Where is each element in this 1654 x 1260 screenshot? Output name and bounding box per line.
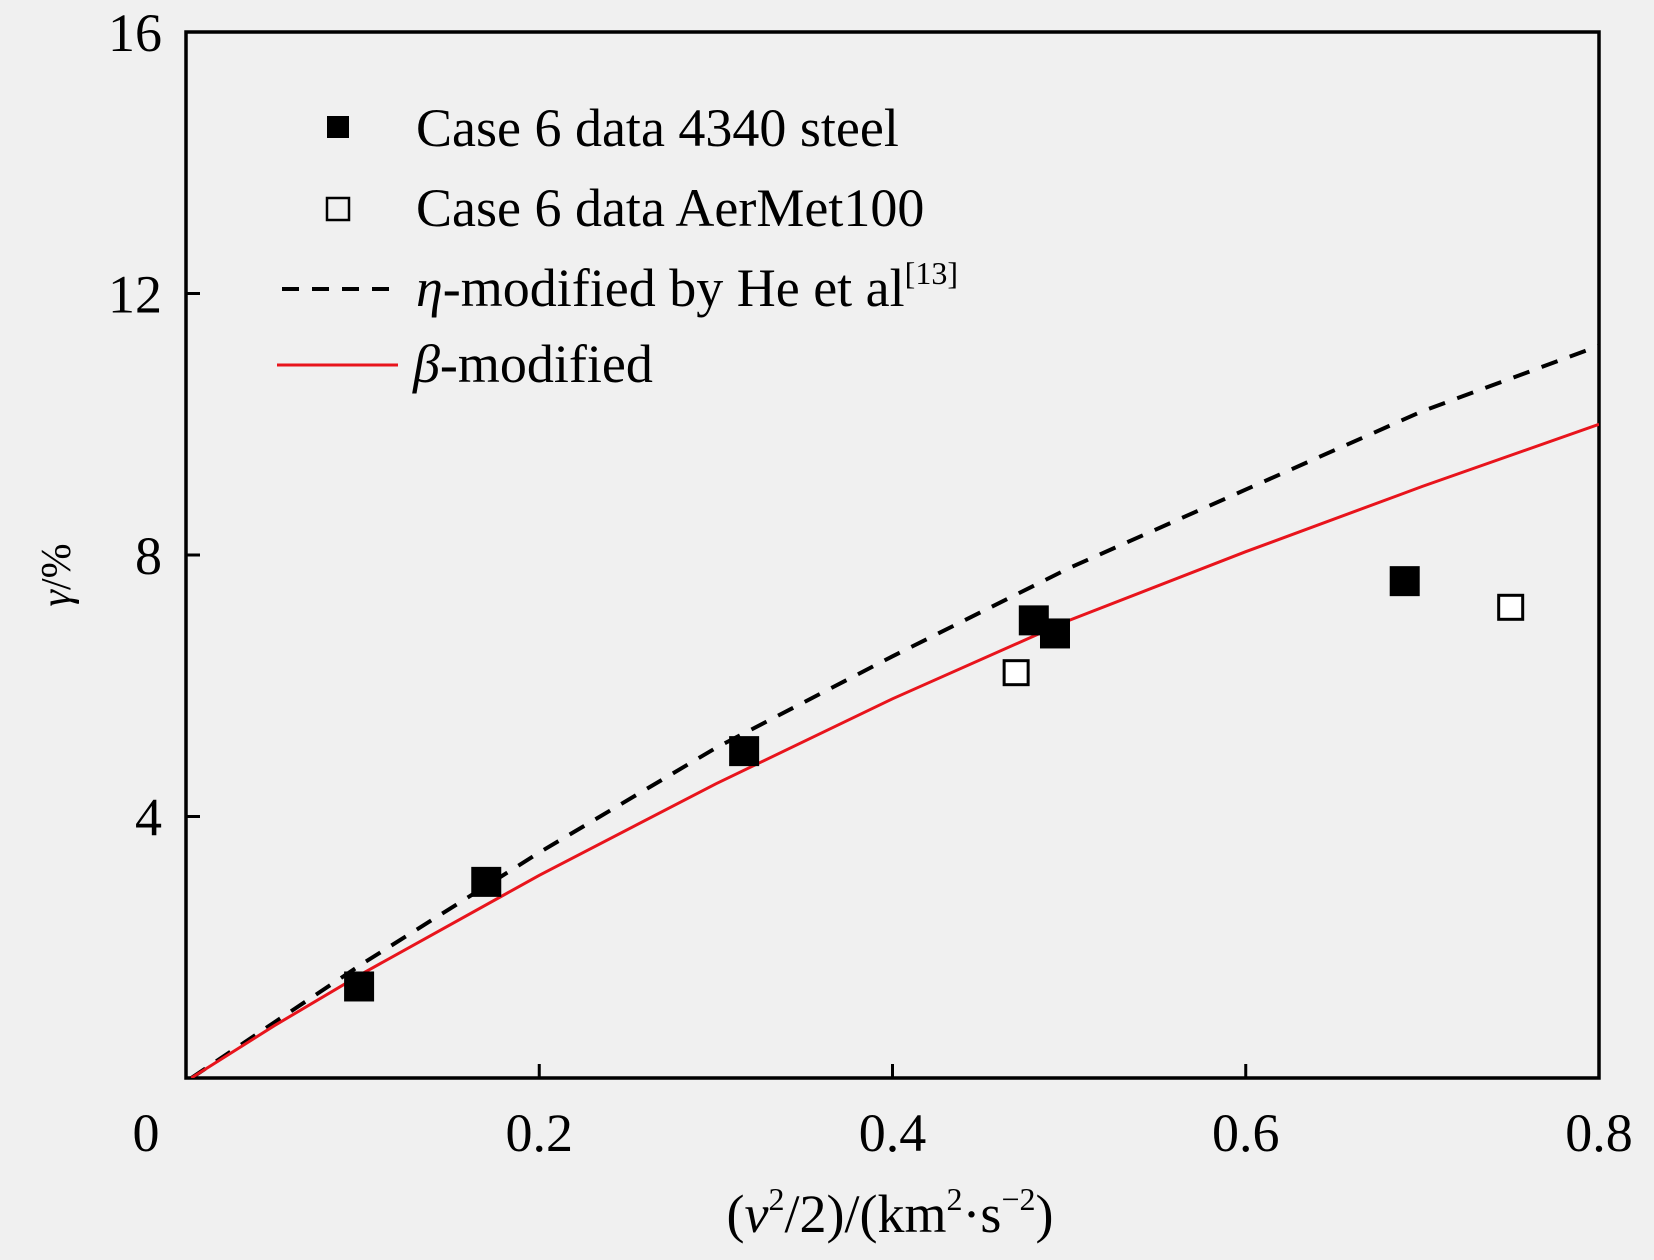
data-point-aermet	[1497, 593, 1525, 621]
x-tick-label: 0.4	[859, 1103, 927, 1163]
legend-label-steel: Case 6 data 4340 steel	[416, 98, 899, 158]
data-point-steel	[729, 736, 760, 767]
legend-label-beta: β-modified	[412, 334, 653, 394]
eta-symbol: η	[416, 258, 443, 318]
y-tick-label: 8	[135, 526, 162, 586]
y-tick-label: 16	[108, 3, 162, 63]
legend-label-eta: η-modified by He et al[13]	[416, 255, 958, 318]
axes: 0 0.2 0.4 0.6 0.8 4 8 12 16	[108, 3, 1633, 1163]
data-point-steel	[1389, 566, 1420, 597]
series-layer	[190, 343, 1599, 1078]
y-tick-label: 12	[108, 265, 162, 325]
eta-citation: [13]	[905, 255, 958, 291]
data-point-aermet	[1002, 659, 1030, 687]
y-axis-label: γ/%	[34, 543, 80, 606]
beta-symbol: β	[412, 334, 440, 394]
x-axis-label: (v2/2)/(km2·s−2)	[727, 1181, 1054, 1244]
series-line-eta	[190, 343, 1599, 1078]
beta-text: -modified	[440, 334, 653, 394]
legend-label-aermet: Case 6 data AerMet100	[416, 178, 924, 238]
legend: Case 6 data 4340 steel Case 6 data AerMe…	[277, 98, 958, 394]
x-tick-label: 0	[133, 1103, 160, 1163]
legend-marker-steel	[327, 116, 349, 138]
x-tick-label: 0.6	[1212, 1103, 1280, 1163]
x-tick-label: 0.8	[1565, 1103, 1633, 1163]
legend-marker-aermet	[325, 196, 351, 222]
y-tick-label: 4	[135, 788, 162, 848]
data-point-steel	[1039, 618, 1070, 649]
series-line-beta	[190, 422, 1599, 1078]
eta-text: -modified by He et al	[443, 258, 905, 318]
x-tick-label: 0.2	[506, 1103, 574, 1163]
data-point-steel	[344, 971, 375, 1002]
data-point-steel	[471, 866, 502, 897]
